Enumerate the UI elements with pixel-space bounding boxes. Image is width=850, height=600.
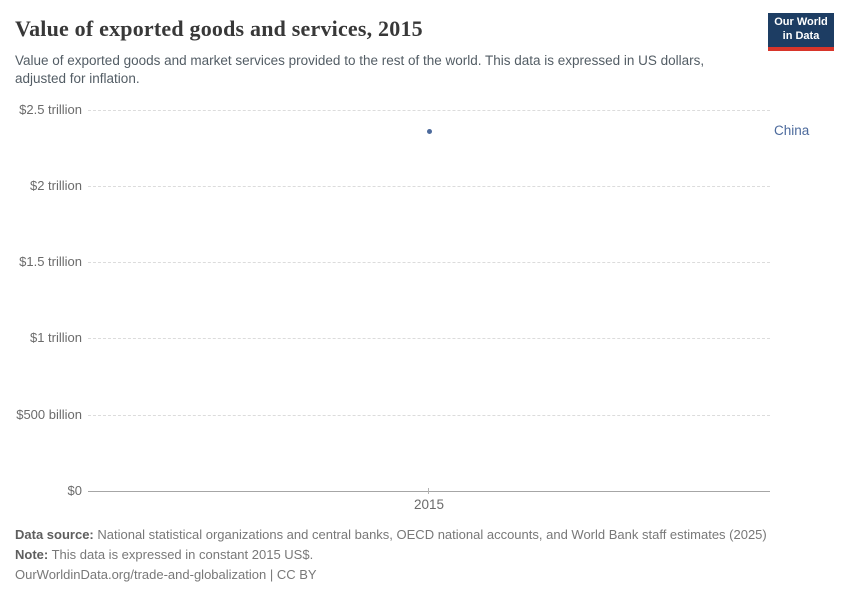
y-axis-tick-label: $2.5 trillion — [19, 102, 82, 117]
gridline — [88, 186, 770, 187]
series-label-china[interactable]: China — [774, 123, 810, 138]
citation-link[interactable]: OurWorldinData.org/trade-and-globalizati… — [15, 567, 317, 582]
x-axis-tick-mark — [428, 488, 429, 494]
data-point-china[interactable] — [427, 129, 432, 134]
citation-line: OurWorldinData.org/trade-and-globalizati… — [15, 568, 767, 581]
owid-logo-line2: in Data — [782, 30, 820, 42]
data-source-line: Data source: National statistical organi… — [15, 528, 767, 541]
gridline — [88, 415, 770, 416]
y-axis-tick-label: $1.5 trillion — [19, 254, 82, 269]
y-axis-tick-label: $2 trillion — [29, 178, 82, 193]
x-axis-tick-label: 2015 — [413, 497, 445, 512]
gridline — [88, 110, 770, 111]
x-axis-line — [88, 491, 770, 492]
note-label: Note: — [15, 547, 49, 562]
note-text: This data is expressed in constant 2015 … — [48, 547, 314, 562]
chart-subtitle: Value of exported goods and market servi… — [15, 53, 705, 86]
owid-logo-line1: Our World — [774, 16, 828, 29]
gridline — [88, 262, 770, 263]
y-axis-tick-label: $500 billion — [16, 407, 82, 422]
page-title: Value of exported goods and services, 20… — [15, 16, 423, 41]
y-axis-tick-label: $0 — [67, 483, 82, 498]
note-line: Note: This data is expressed in constant… — [15, 548, 767, 561]
data-source-label: Data source: — [15, 527, 94, 542]
chart-footer: Data source: National statistical organi… — [15, 528, 767, 588]
gridline — [88, 338, 770, 339]
owid-logo: Our World in Data — [768, 13, 834, 51]
y-axis-tick-label: $1 trillion — [29, 330, 82, 345]
data-source-text: National statistical organizations and c… — [93, 527, 767, 542]
